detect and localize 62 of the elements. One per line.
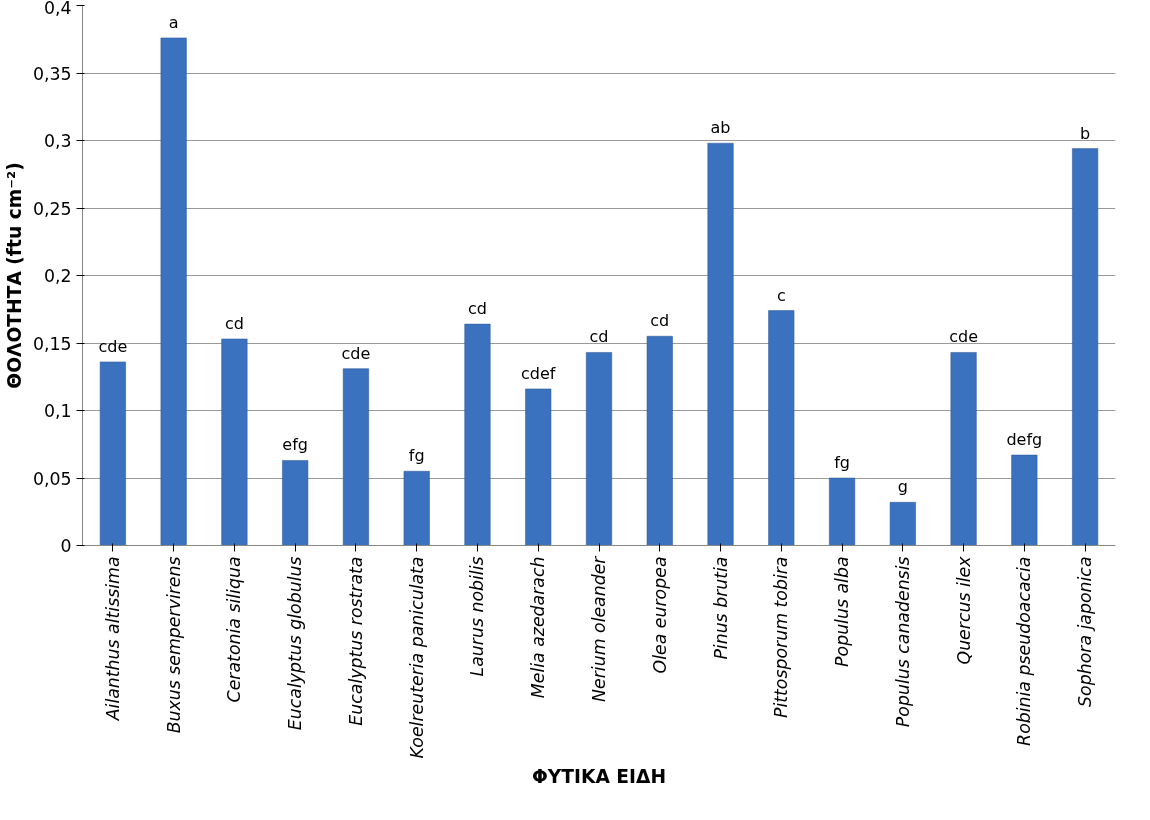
annotation: cdef <box>521 363 556 383</box>
x-tick-label: Melia azedarach <box>528 556 549 699</box>
x-tick-label: Nerium oleander <box>589 554 609 702</box>
annotation: defg <box>1006 430 1043 450</box>
bar <box>950 352 977 546</box>
annotation: ab <box>710 118 731 138</box>
annotation: cde <box>98 336 128 356</box>
annotation: cd <box>224 313 244 333</box>
x-tick-label: Laurus nobilis <box>467 556 488 677</box>
x-tick-label: Pittosporum tobira <box>771 556 792 719</box>
x-tick-label: Olea europea <box>649 556 670 674</box>
x-tick-label: Quercus ilex <box>953 555 974 665</box>
x-tick-label: Buxus sempervirens <box>163 556 184 734</box>
bar <box>646 336 673 546</box>
bar <box>1072 148 1099 546</box>
x-tick-label: Ceratonia siliqua <box>224 556 245 703</box>
x-tick-label: Robinia pseudoacacia <box>1014 556 1035 746</box>
bar <box>585 352 613 546</box>
y-tick-label: 0,1 <box>43 401 72 421</box>
annotation: b <box>1080 123 1091 143</box>
annotation: cd <box>650 311 670 331</box>
annotation: cd <box>467 299 487 319</box>
annotation: cde <box>341 343 371 363</box>
y-tick-label: 0 <box>60 536 72 556</box>
bar <box>342 368 369 546</box>
bar <box>403 471 430 546</box>
y-tick-label: 0,05 <box>32 468 72 489</box>
bar <box>282 460 309 546</box>
x-tick-label: Populus alba <box>832 556 853 667</box>
annotation: cd <box>589 327 609 347</box>
y-tick-label: 0,3 <box>43 131 72 151</box>
annotation: a <box>168 12 179 32</box>
annotation: efg <box>282 435 308 455</box>
annotation: cde <box>949 327 978 347</box>
x-tick-label: Eucalyptus rostrata <box>345 556 366 726</box>
bar <box>160 37 187 546</box>
bar <box>464 323 491 546</box>
bar <box>1011 454 1038 546</box>
x-tick-label: Populus canadensis <box>892 556 913 728</box>
y-tick-label: 0,25 <box>32 198 72 219</box>
y-tick-label: 0,35 <box>32 63 72 84</box>
annotation: g <box>897 477 908 497</box>
y-tick-label: 0,4 <box>43 0 72 18</box>
y-tick-label: 0,15 <box>32 333 72 354</box>
y-tick-label: 0,2 <box>43 266 72 286</box>
x-tick-label: Pinus brutia <box>710 556 731 660</box>
annotation: c <box>776 285 786 305</box>
bar <box>768 310 795 546</box>
y-axis-title: ΘΟΛΟΤΗΤΑ (ftu cm⁻²) <box>3 162 25 389</box>
bar <box>525 388 552 546</box>
bar <box>829 477 856 546</box>
x-tick-label: Sophora japonica <box>1075 556 1096 707</box>
annotation: fg <box>834 453 850 472</box>
bar <box>99 361 126 546</box>
annotation: fg <box>408 446 425 466</box>
x-axis-title: ΦΥΤΙΚΑ ΕΙΔΗ <box>531 766 667 788</box>
x-tick-label: Eucalyptus globulus <box>285 556 306 731</box>
x-tick-label: Koelreuteria paniculata <box>406 556 427 759</box>
bar <box>221 338 248 546</box>
x-tick-label: Ailanthus altissima <box>102 556 123 722</box>
bar <box>889 502 916 546</box>
bar <box>707 142 734 546</box>
